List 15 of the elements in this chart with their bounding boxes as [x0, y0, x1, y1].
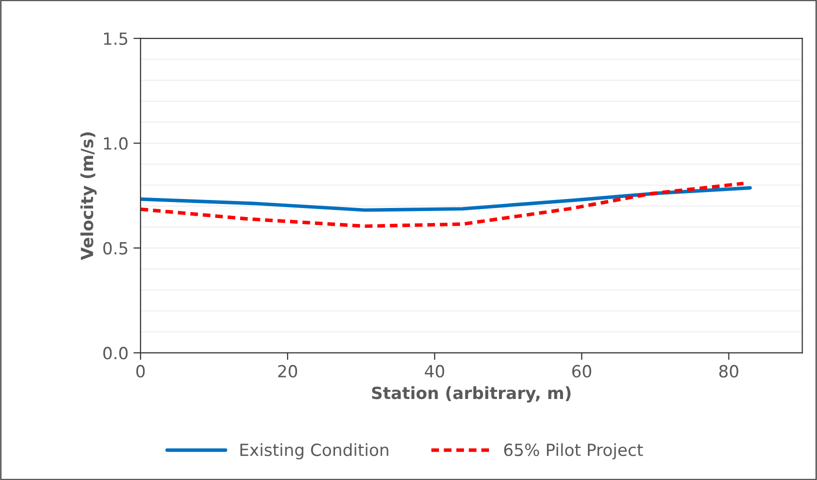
line-series	[140, 186, 752, 212]
x-tick-label: 80	[719, 364, 738, 378]
x-axis-title: Station (arbitrary, m)	[372, 386, 571, 403]
x-tick-label: 20	[278, 364, 298, 378]
legend-label: 65% Pilot Project	[504, 443, 643, 460]
y-tick-label: 0.5	[103, 242, 128, 255]
y-tick-label: 1.0	[104, 137, 128, 150]
x-tick-label: 0	[136, 364, 145, 378]
y-tick-label: 0.0	[103, 346, 128, 360]
legend-label: Existing Condition	[240, 443, 388, 460]
x-tick-label: 40	[424, 364, 444, 378]
x-tick-label: 60	[572, 364, 592, 378]
y-tick-label: 1.5	[104, 32, 128, 45]
line-series	[140, 182, 746, 228]
y-axis-title: Velocity (m/s)	[80, 132, 97, 260]
